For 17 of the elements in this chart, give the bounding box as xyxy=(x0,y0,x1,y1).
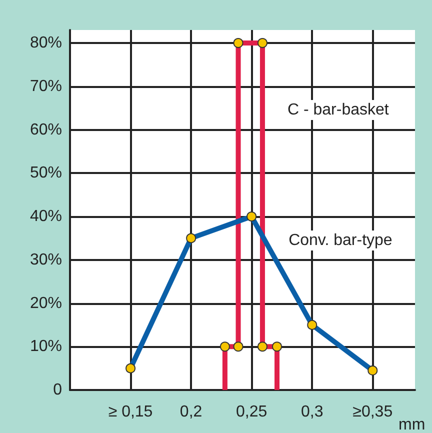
x-axis-title: mm xyxy=(398,416,426,433)
y-tick-label: 20% xyxy=(30,294,62,312)
x-tick-label: 0,3 xyxy=(300,404,324,420)
x-tick-label: ≥ 0,15 xyxy=(108,404,153,420)
y-tick-label: 50% xyxy=(30,164,62,182)
x-tick-label: ≥0,35 xyxy=(352,404,393,420)
x-tick-label: 0,25 xyxy=(236,404,268,420)
y-tick-label: 40% xyxy=(30,208,62,226)
y-tick-label: 30% xyxy=(30,251,62,268)
y-tick-label: 0 xyxy=(53,382,62,398)
y-tick-label: 80% xyxy=(30,34,62,52)
y-tick-label: 10% xyxy=(30,338,62,356)
y-tick-label: 60% xyxy=(30,121,62,138)
y-tick-label: 70% xyxy=(30,78,62,95)
x-tick-label: 0,2 xyxy=(180,404,202,420)
series-label: Conv. bar-type xyxy=(288,232,392,250)
series-label: C - bar-basket xyxy=(287,102,390,119)
